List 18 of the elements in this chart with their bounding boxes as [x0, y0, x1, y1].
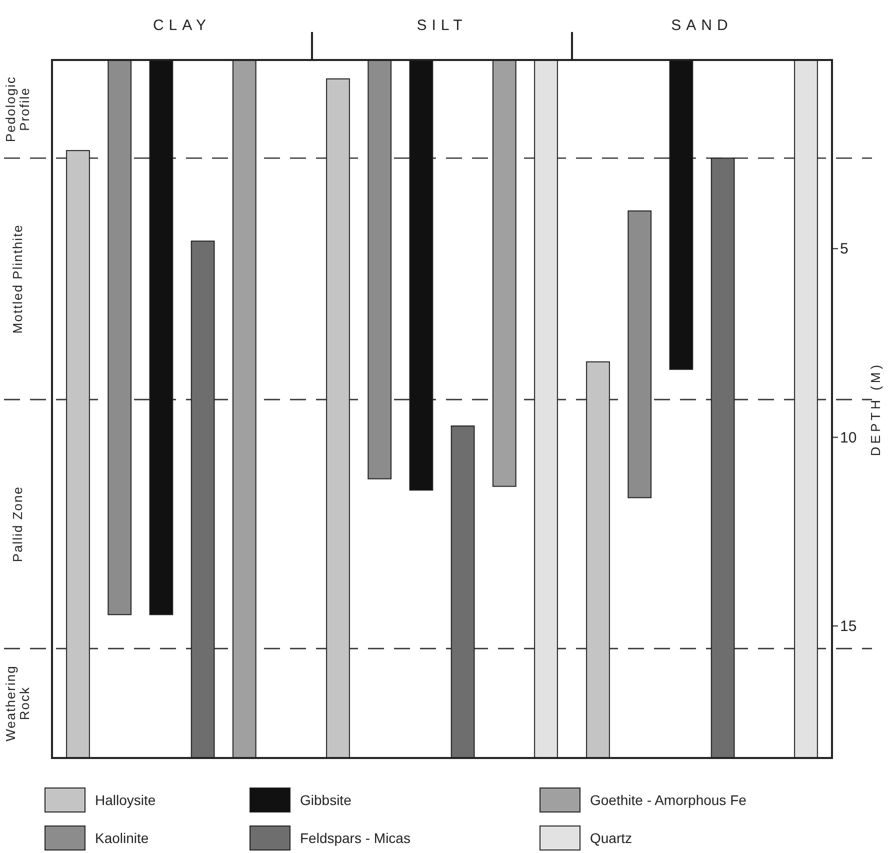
annotation: Mottled Plinthite: [10, 224, 25, 334]
x-tick-label: CLAY: [152, 17, 212, 34]
legend-label: Halloysite: [95, 792, 156, 808]
x-tick-label: SAND: [671, 17, 733, 34]
legend-label: Goethite - Amorphous Fe: [590, 792, 747, 808]
annotation: Weathering Rock: [3, 665, 32, 742]
legend-label: Gibbsite: [300, 792, 352, 808]
y-tick-label: 5: [840, 240, 848, 258]
legend-label: Feldspars - Micas: [300, 830, 410, 846]
annotation: Pedologic Profile: [3, 76, 32, 142]
legend-label: Quartz: [590, 830, 632, 846]
y-tick-label: 10: [840, 429, 857, 446]
x-tick-label: SILT: [416, 17, 468, 34]
y-axis-title: DEPTH (M): [868, 362, 883, 456]
y-tick-label: 15: [840, 618, 857, 635]
legend-label: Kaolinite: [95, 830, 149, 846]
annotation: Pallid Zone: [10, 486, 25, 562]
bar: [628, 210, 652, 498]
